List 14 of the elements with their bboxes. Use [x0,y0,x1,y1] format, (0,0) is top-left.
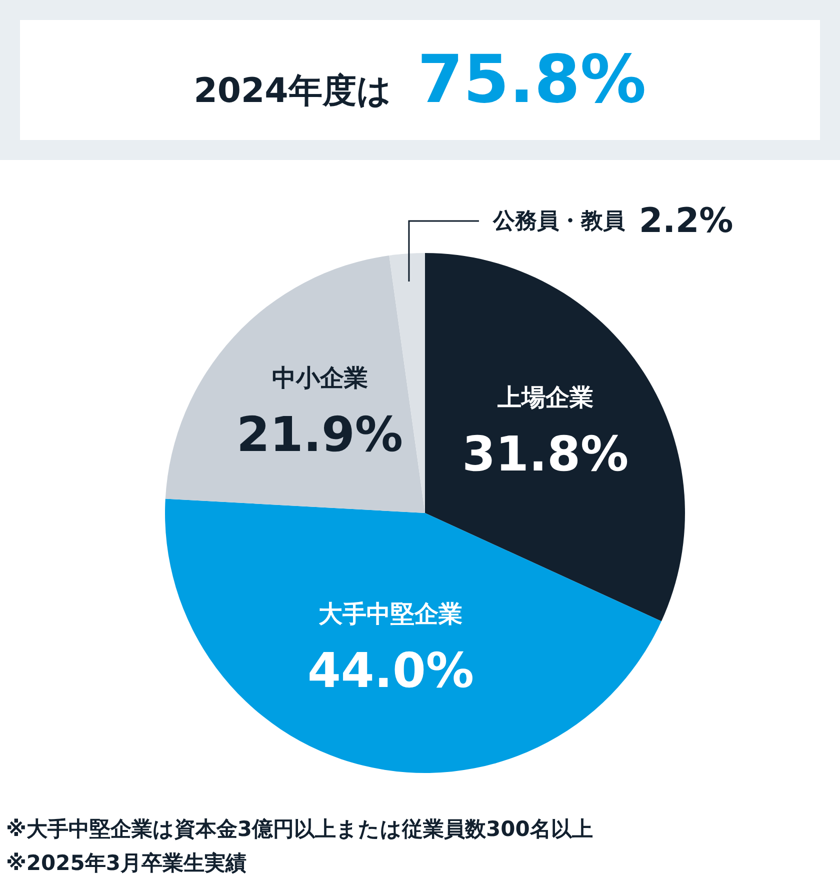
data-label: 31.8% [462,426,629,483]
chart-subtitle: 75.8% [417,40,646,120]
chart-title: 2024年度は [194,70,392,113]
data-label: 2.2% [638,201,734,241]
slice-label: 大手中堅企業 [318,600,463,628]
data-label: 21.9% [236,407,404,464]
data-label: 44.0% [307,642,474,699]
slice-label: 上場企業 [496,384,594,412]
pie-slice [165,498,662,773]
slice-label: 公務員・教員 [492,208,625,234]
slice-label: 中小企業 [272,364,368,392]
text: ※大手中堅企業は資本金3億円以上または従業員数300名以上 [6,816,593,843]
text: ※2025年3月卒業生実績 [6,850,248,877]
pie-slice [165,255,425,513]
